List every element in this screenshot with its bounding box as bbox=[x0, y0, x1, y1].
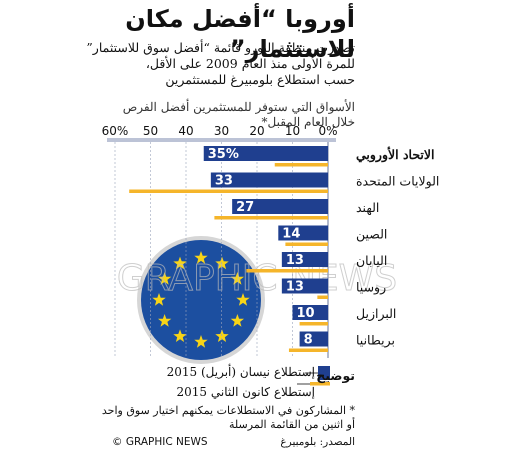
bar-value-label: 14 bbox=[282, 227, 300, 242]
tick-labels: 0% 10 20 30 40 50 60% bbox=[102, 124, 338, 138]
footnote: * المشاركون في الاستطلاعات يمكنهم اختيار… bbox=[95, 404, 355, 432]
flag-star bbox=[236, 293, 250, 306]
flag-star bbox=[158, 314, 172, 327]
credit: © GRAPHIC NEWS bbox=[112, 436, 208, 448]
category-label: الصين bbox=[356, 227, 387, 243]
footnote-line: * المشاركون في الاستطلاعات يمكنهم اختيار… bbox=[101, 404, 355, 417]
bar-current bbox=[203, 146, 328, 161]
bar-previous bbox=[214, 216, 328, 220]
legend-swatch-current bbox=[318, 366, 330, 380]
chart-heading: الأسواق التي ستوفر للمستثمرين أفضل الفرص… bbox=[55, 100, 355, 130]
legend-title: توضيح bbox=[316, 368, 355, 383]
bar-current bbox=[292, 305, 328, 320]
category-label: روسيا bbox=[356, 280, 386, 296]
flag-star bbox=[215, 256, 229, 270]
category-label: البرازيل bbox=[356, 306, 396, 322]
bar-value-label: 27 bbox=[236, 200, 254, 215]
bar-previous bbox=[285, 242, 328, 246]
source-note: المصدر: بلومبيرغ bbox=[280, 436, 355, 448]
flag-star bbox=[230, 272, 244, 285]
flag-star bbox=[230, 314, 244, 327]
tick-label: 50 bbox=[143, 124, 158, 138]
legend-swatch-previous bbox=[310, 382, 330, 386]
chart-heading-line: الأسواق التي ستوفر للمستثمرين أفضل الفرص bbox=[122, 100, 355, 114]
bar-value-label: 13 bbox=[286, 253, 304, 268]
flag-star bbox=[152, 293, 166, 306]
chart-heading-line: خلال العام المقبل* bbox=[261, 115, 356, 129]
category-labels: الاتحاد الأوروبي الولايات المتحدة الهند الص… bbox=[356, 146, 439, 349]
footnote-line: أو اثنين من القائمة المرسلة bbox=[229, 418, 355, 431]
bar-previous bbox=[288, 348, 328, 352]
flag-star bbox=[173, 256, 187, 270]
bar-previous bbox=[299, 322, 328, 326]
bar-value-label: 13 bbox=[286, 280, 304, 295]
flag-star bbox=[215, 329, 229, 342]
flag-star bbox=[173, 329, 187, 342]
flag-disc bbox=[141, 240, 261, 360]
bar-current bbox=[299, 331, 328, 347]
subtitle-line: حسب استطلاع بلومبيرغ للمستثمرين bbox=[165, 72, 355, 87]
subtitle-line: تصدرت منطقة اليورو قائمة “أفضل سوق للاست… bbox=[86, 40, 355, 55]
axis-band-rect bbox=[107, 138, 336, 142]
tick-label: 0% bbox=[318, 124, 337, 138]
bar-current bbox=[278, 225, 328, 241]
bar-value-label: 8 bbox=[304, 333, 313, 348]
flag-star bbox=[194, 251, 208, 264]
bar-previous bbox=[129, 189, 328, 193]
tick-label: 20 bbox=[249, 124, 264, 138]
category-label: بريطانيا bbox=[356, 333, 395, 349]
page-title: أوروبا “أفضل مكان للاستثمار” bbox=[125, 5, 355, 63]
legend-swatches bbox=[297, 366, 330, 386]
bar-current bbox=[210, 172, 328, 188]
category-label: اليابان bbox=[356, 253, 387, 268]
axis-band bbox=[107, 138, 336, 142]
bar-previous bbox=[274, 163, 328, 167]
bar-current bbox=[281, 278, 328, 294]
tick-label: 40 bbox=[178, 124, 193, 138]
flag-star bbox=[158, 272, 172, 285]
category-label: الاتحاد الأوروبي bbox=[356, 146, 435, 163]
bar-previous bbox=[317, 295, 328, 299]
bar-current bbox=[232, 199, 328, 214]
eu-flag-image bbox=[137, 236, 265, 364]
subtitle: تصدرت منطقة اليورو قائمة “أفضل سوق للاست… bbox=[55, 40, 355, 88]
category-label: الهند bbox=[356, 200, 379, 216]
tick-label: 30 bbox=[214, 124, 229, 138]
legend-current-label: إستطلاع نيسان (أبريل) 2015 bbox=[166, 365, 315, 379]
bar-value-label: 33 bbox=[215, 174, 233, 189]
bar-previous bbox=[246, 269, 328, 273]
bar-value-label: 35% bbox=[208, 147, 239, 162]
subtitle-line: للمرة الأولى منذ العام 2009 على الأقل، bbox=[145, 56, 355, 71]
bar-value-label: 10 bbox=[297, 306, 315, 321]
flag-star bbox=[194, 335, 208, 348]
category-label: الولايات المتحدة bbox=[356, 174, 439, 190]
bar-current bbox=[281, 252, 328, 267]
tick-label: 10 bbox=[285, 124, 300, 138]
legend-previous-label: إستطلاع كانون الثاني 2015 bbox=[176, 385, 316, 399]
tick-label: 60% bbox=[102, 124, 129, 138]
